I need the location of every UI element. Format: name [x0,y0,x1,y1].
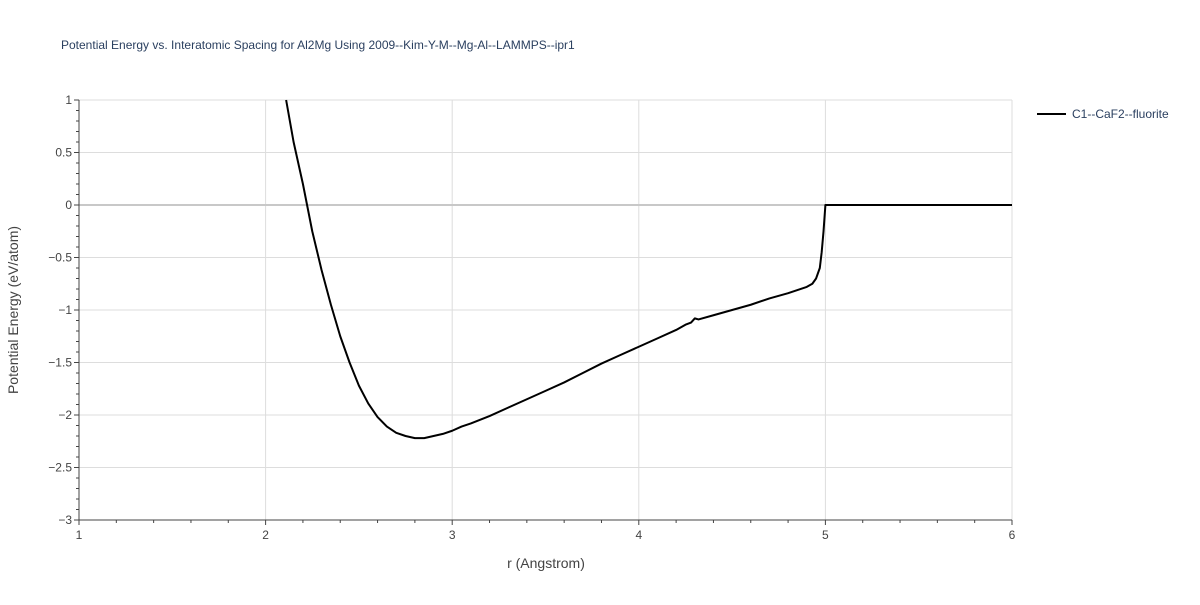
chart-title: Potential Energy vs. Interatomic Spacing… [61,38,575,52]
x-tick-label: 5 [822,528,829,542]
series-line [285,99,1012,440]
y-tick-label: −1 [58,303,72,317]
y-tick-label: 1 [65,93,72,107]
y-tick-label: −2 [58,408,72,422]
y-tick-label: −2.5 [48,461,72,475]
y-axis-title: Potential Energy (eV/atom) [5,226,21,394]
y-tick-label: −1.5 [48,356,72,370]
x-tick-label: 2 [262,528,269,542]
axes-layer: 1 2 3 4 5 6 −3 −2.5 −2 −1.5 −1 −0.5 0 0.5 1 [48,93,1015,542]
legend-label: C1--CaF2--fluorite [1072,107,1169,121]
series-layer [285,99,1012,440]
x-tick-label: 1 [76,528,83,542]
x-axis-title: r (Angstrom) [507,555,585,571]
x-tick-label: 4 [635,528,642,542]
x-tick-label: 3 [449,528,456,542]
grid-layer [79,99,1013,520]
y-tick-label: 0.5 [55,146,72,160]
y-tick-label: −3 [58,513,72,527]
y-tick-label: 0 [65,198,72,212]
legend[interactable]: C1--CaF2--fluorite [1037,107,1169,121]
x-tick-label: 6 [1009,528,1016,542]
y-tick-label: −0.5 [48,251,72,265]
